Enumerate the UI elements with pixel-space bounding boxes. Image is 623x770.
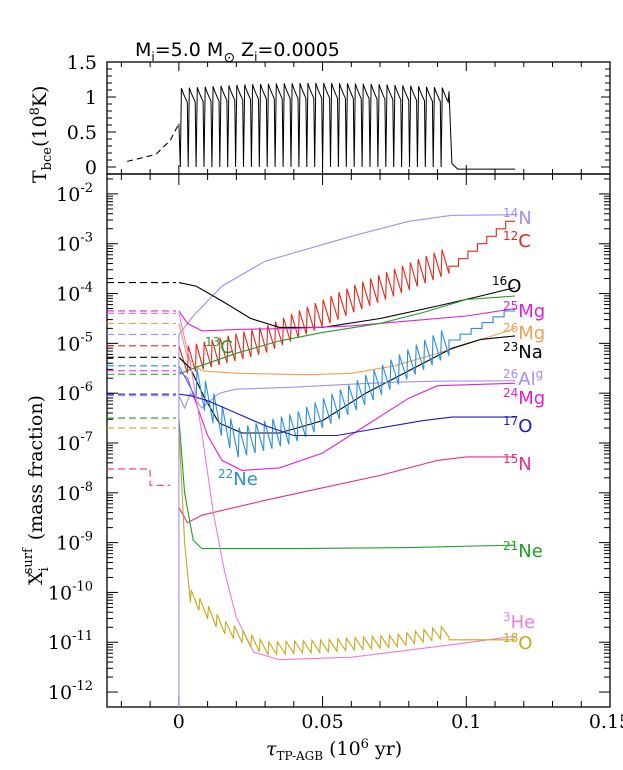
series-21Ne: [178, 418, 516, 550]
top-panel-frame: [106, 61, 611, 175]
series-12C: [178, 220, 516, 374]
series-18O: [178, 427, 516, 657]
bottom-ytick-label: 10-6: [56, 380, 93, 405]
series-22Ne: [178, 310, 516, 458]
bottom-ytick-label: 10-10: [48, 579, 93, 604]
bottom-ytick-label: 10-7: [56, 430, 93, 455]
bottom-xlabel: τTP-AGB (106 yr): [266, 737, 402, 763]
series-15N: [178, 456, 516, 524]
top-panel-ticks: 0 0.5 1 1.5: [67, 52, 611, 179]
bottom-panel: 10-2 10-3 10-4 10-5 10-6 10-7 10-8 10-9 10-10 10-…: [21, 173, 623, 763]
top-panel: 0 0.5 1 1.5 Tbce(108K): [28, 52, 611, 183]
top-pre-tp-curve: [126, 123, 180, 162]
label-26Mg: 26Mg: [503, 321, 545, 344]
series-13C: [178, 295, 516, 375]
top-ylabel: Tbce(108K): [28, 86, 55, 183]
series-24Mg: [178, 370, 516, 471]
bottom-ylabel: Xisurf(mass fraction): [21, 395, 52, 585]
label-24Mg: 24Mg: [503, 386, 545, 409]
series-14N: [178, 214, 516, 335]
bottom-ytick-label: 10-12: [48, 679, 93, 704]
bottom-ytick-label: 10-8: [56, 480, 93, 505]
series-23Na: [178, 335, 516, 434]
top-ytick-label: 0.5: [67, 122, 97, 144]
series-26Alg: [178, 380, 516, 410]
bottom-ytick-label: 10-2: [56, 181, 93, 206]
bottom-panel-ticks: 10-2 10-3 10-4 10-5 10-6 10-7 10-8 10-9 10-10 10-…: [48, 174, 623, 733]
series-pre-15N: [107, 468, 171, 486]
label-22Ne: 22Ne: [218, 467, 258, 490]
label-14N: 14N: [503, 206, 532, 229]
bottom-ytick-label: 10-4: [56, 281, 93, 306]
top-pulses-curve: [178, 82, 516, 170]
label-18O: 18O: [503, 631, 532, 654]
top-panel-curves: [126, 82, 516, 170]
top-ytick-label: 1: [85, 87, 97, 109]
bottom-xtick-label: 0.15: [589, 711, 623, 733]
bottom-ytick-label: 10-11: [48, 629, 93, 654]
bottom-panel-curves: [107, 214, 516, 707]
label-15N: 15N: [503, 452, 532, 475]
label-26Alg: 26Alg: [503, 367, 543, 390]
bottom-xtick-label: 0: [173, 711, 185, 733]
bottom-xtick-label: 0.05: [301, 711, 343, 733]
bottom-ytick-label: 10-9: [56, 530, 93, 555]
label-12C: 12C: [503, 229, 531, 252]
label-21Ne: 21Ne: [503, 539, 543, 562]
bottom-panel-frame: [106, 173, 611, 708]
bottom-ytick-label: 10-3: [56, 231, 93, 256]
series-3He: [178, 313, 516, 661]
series-17O: [178, 393, 516, 437]
label-3He: 3He: [503, 610, 535, 633]
label-25Mg: 25Mg: [503, 299, 545, 322]
label-23Na: 23Na: [503, 340, 543, 363]
figure-title: Mi=5.0 M⊙ Zi=0.0005: [135, 39, 340, 66]
label-13C: 13C: [205, 335, 233, 358]
bottom-xtick-label: 0.1: [451, 711, 481, 733]
top-ytick-label: 1.5: [67, 52, 97, 74]
series-16O: [178, 282, 516, 328]
top-ytick-label: 0: [85, 157, 97, 179]
label-16O: 16O: [492, 274, 521, 297]
label-17O: 17O: [503, 414, 532, 437]
bottom-ytick-label: 10-5: [56, 330, 93, 355]
series-25Mg: [178, 307, 516, 332]
